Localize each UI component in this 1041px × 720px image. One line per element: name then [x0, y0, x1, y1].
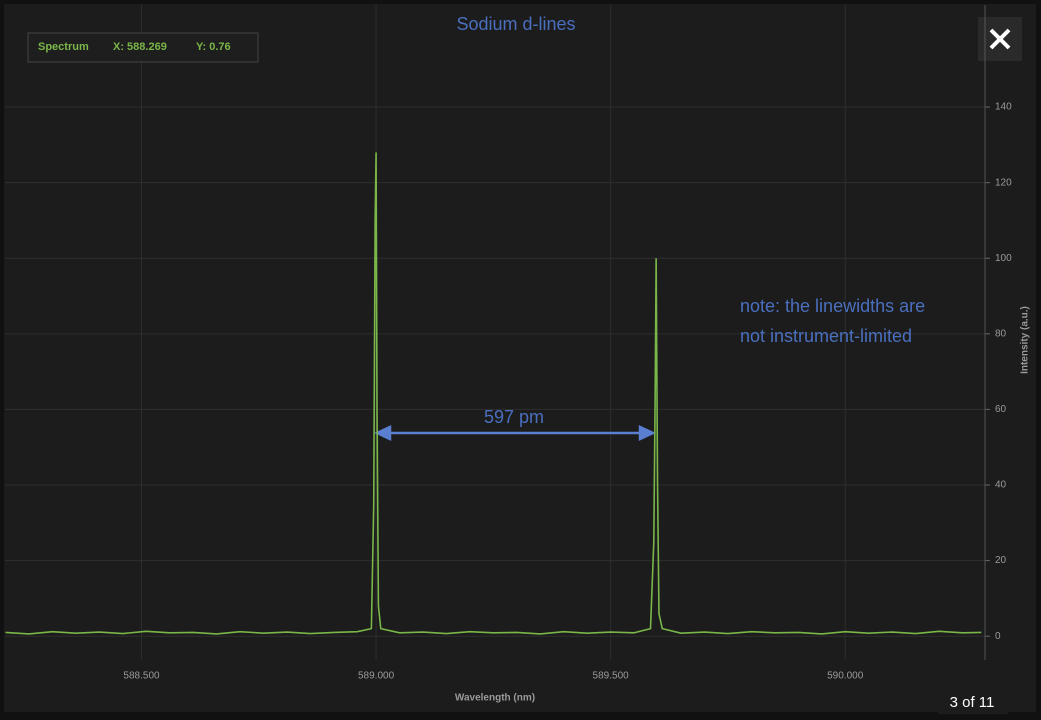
- cursor-series: Spectrum: [38, 41, 89, 53]
- cursor-y: Y: 0.76: [196, 41, 231, 53]
- x-axis-label: Wavelength (nm): [455, 693, 535, 704]
- spectrum-line: [5, 152, 982, 635]
- x-tick-label: 589.000: [358, 671, 395, 682]
- y-tick-label: 0: [995, 631, 1001, 642]
- y-tick-label: 40: [995, 480, 1007, 491]
- chart-background: [4, 4, 1036, 712]
- separation-arrow: [374, 425, 656, 441]
- y-tick-label: 20: [995, 555, 1007, 566]
- y-tick-label: 100: [995, 253, 1012, 264]
- x-tick-label: 588.500: [123, 671, 160, 682]
- cursor-readout: [27, 32, 259, 63]
- y-axis-label: Intensity (a.u.): [1020, 306, 1031, 374]
- note-line: note: the linewidths are: [740, 296, 925, 316]
- image-counter: 3 of 11: [950, 694, 995, 711]
- x-tick-label: 590.000: [827, 671, 864, 682]
- y-tick-label: 80: [995, 328, 1007, 339]
- cursor-x: X: 588.269: [113, 41, 167, 53]
- x-tick-label: 589.500: [593, 671, 630, 682]
- counter-background: [938, 690, 1008, 714]
- grid: [5, 5, 990, 660]
- note-line: not instrument-limited: [740, 326, 912, 346]
- y-tick-label: 60: [995, 404, 1007, 415]
- chart-title: Sodium d-lines: [456, 14, 575, 34]
- y-tick-label: 140: [995, 102, 1012, 113]
- y-tick-label: 120: [995, 177, 1012, 188]
- separation-label: 597 pm: [484, 407, 544, 427]
